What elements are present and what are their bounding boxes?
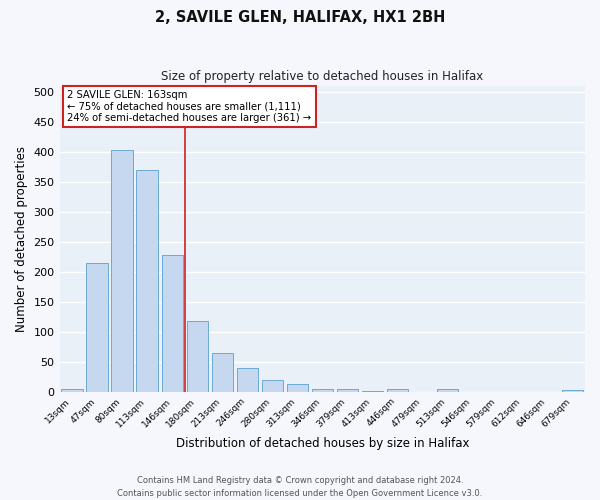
Text: 2 SAVILE GLEN: 163sqm
← 75% of detached houses are smaller (1,111)
24% of semi-d: 2 SAVILE GLEN: 163sqm ← 75% of detached … [67, 90, 311, 124]
Title: Size of property relative to detached houses in Halifax: Size of property relative to detached ho… [161, 70, 484, 83]
Bar [262, 380, 283, 392]
Bar [287, 384, 308, 392]
Y-axis label: Number of detached properties: Number of detached properties [15, 146, 28, 332]
Bar [337, 388, 358, 392]
Bar [136, 170, 158, 392]
Bar [187, 321, 208, 392]
Bar [86, 262, 108, 392]
Text: Contains HM Land Registry data © Crown copyright and database right 2024.
Contai: Contains HM Land Registry data © Crown c… [118, 476, 482, 498]
X-axis label: Distribution of detached houses by size in Halifax: Distribution of detached houses by size … [176, 437, 469, 450]
Bar [387, 388, 408, 392]
Bar [236, 368, 258, 392]
Bar [112, 150, 133, 392]
Bar [161, 255, 183, 392]
Bar [311, 388, 333, 392]
Bar [61, 388, 83, 392]
Bar [562, 390, 583, 392]
Bar [437, 388, 458, 392]
Text: 2, SAVILE GLEN, HALIFAX, HX1 2BH: 2, SAVILE GLEN, HALIFAX, HX1 2BH [155, 10, 445, 25]
Bar [362, 390, 383, 392]
Bar [212, 352, 233, 392]
